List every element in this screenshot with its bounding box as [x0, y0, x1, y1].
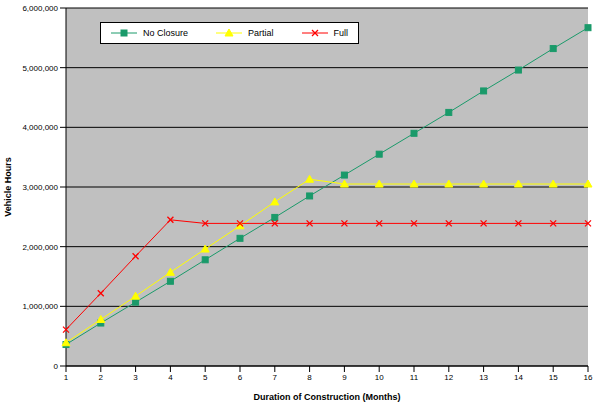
- html-text:No Closure: No Closure: [143, 28, 188, 38]
- svg-text:4,000,000: 4,000,000: [22, 123, 58, 132]
- svg-text:Vehicle Hours: Vehicle Hours: [8, 157, 13, 217]
- html-text:Full: Full: [333, 28, 349, 38]
- svg-text:10: 10: [375, 373, 384, 382]
- svg-text:7: 7: [273, 373, 278, 382]
- svg-text:6: 6: [238, 373, 243, 382]
- svg-text:5: 5: [203, 373, 208, 382]
- html-text:Partial: Partial: [248, 28, 274, 38]
- svg-text:11: 11: [410, 373, 419, 382]
- svg-text:3: 3: [133, 373, 138, 382]
- svg-text:4: 4: [168, 373, 173, 382]
- svg-text:5,000,000: 5,000,000: [22, 64, 58, 73]
- svg-text:1,000,000: 1,000,000: [22, 302, 58, 311]
- svg-text:2,000,000: 2,000,000: [22, 243, 58, 252]
- svg-text:6,000,000: 6,000,000: [22, 4, 58, 13]
- svg-text:0: 0: [54, 362, 59, 371]
- svg-text:9: 9: [342, 373, 347, 382]
- svg-text:15: 15: [549, 373, 558, 382]
- svg-text:12: 12: [444, 373, 453, 382]
- svg-text:3,000,000: 3,000,000: [22, 183, 58, 192]
- svg-text:14: 14: [514, 373, 523, 382]
- svg-text:16: 16: [584, 373, 592, 382]
- svg-text:2: 2: [99, 373, 104, 382]
- svg-text:8: 8: [307, 373, 312, 382]
- svg-text:Duration of Construction (Mont: Duration of Construction (Months): [254, 392, 401, 402]
- svg-text:13: 13: [479, 373, 488, 382]
- svg-text:1: 1: [64, 373, 69, 382]
